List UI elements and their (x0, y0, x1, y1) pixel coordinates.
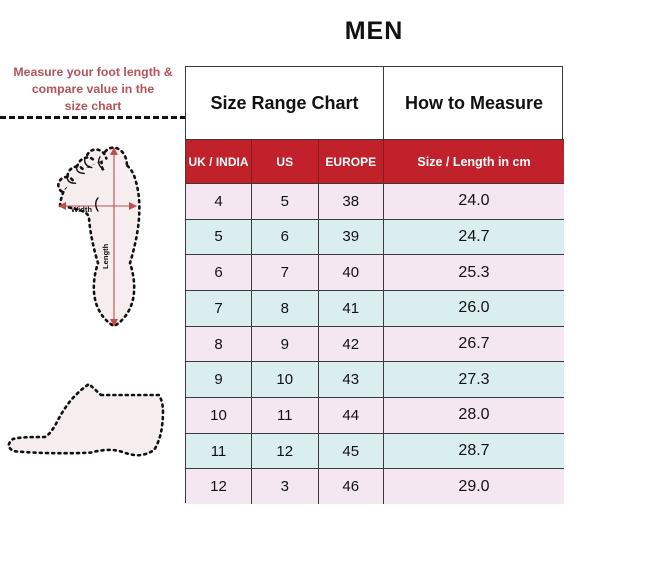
svg-text:Length: Length (101, 243, 110, 269)
svg-text:Width: Width (71, 205, 92, 214)
